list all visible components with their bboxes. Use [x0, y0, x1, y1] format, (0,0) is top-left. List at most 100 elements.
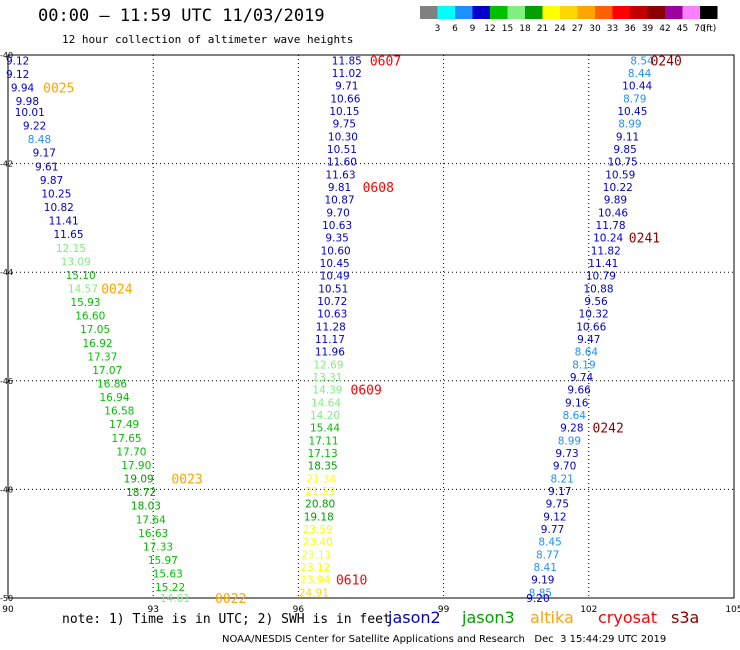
- swh-value-label: 17.07: [92, 365, 122, 377]
- swh-value-label: 17.70: [116, 446, 146, 458]
- colorbar-tick-label: 39: [642, 24, 654, 34]
- x-tick-label: 96: [293, 605, 305, 615]
- swh-value-label: 9.19: [531, 575, 554, 587]
- pass-time-label: 0022: [215, 592, 246, 607]
- swh-value-label: 9.17: [33, 148, 56, 160]
- swh-value-label: 19.18: [304, 512, 334, 524]
- swh-value-label: 10.46: [598, 207, 628, 219]
- swh-value-label: 9.12: [6, 55, 29, 67]
- swh-value-label: 11.41: [49, 216, 79, 228]
- swh-value-label: 10.51: [318, 283, 348, 295]
- legend-altika: altika: [530, 608, 574, 627]
- colorbar-tick-label: 18: [519, 24, 531, 34]
- swh-value-label: 8.54: [630, 55, 654, 67]
- swh-value-label: 15.44: [310, 422, 340, 434]
- colorbar-tick-label: 6: [452, 24, 458, 34]
- swh-value-label: 9.71: [335, 80, 358, 92]
- swh-value-label: 9.70: [553, 461, 576, 473]
- colorbar-swatch: [420, 6, 438, 19]
- swh-value-label: 11.63: [325, 169, 355, 181]
- swh-value-label: 18.72: [126, 487, 156, 499]
- colorbar-swatch: [560, 6, 578, 19]
- colorbar-tick-label: 30: [589, 24, 601, 34]
- swh-value-label: 16.92: [83, 338, 113, 350]
- swh-value-label: 10.63: [317, 308, 347, 320]
- swh-value-label: 17.49: [109, 419, 139, 431]
- swh-value-label: 17.64: [136, 514, 166, 526]
- swh-value-label: 9.74: [570, 372, 594, 384]
- swh-value-label: 8.85: [529, 588, 552, 600]
- swh-value-label: 17.05: [80, 324, 110, 336]
- swh-value-label: 14.20: [310, 410, 340, 422]
- swh-value-label: 9.73: [555, 448, 578, 460]
- swh-value-label: 10.49: [320, 270, 350, 282]
- swh-value-label: 15.10: [66, 270, 96, 282]
- x-tick-label: 93: [147, 605, 158, 615]
- swh-value-label: 17.13: [308, 448, 338, 460]
- y-tick-label: -40: [0, 51, 13, 60]
- y-tick-label: -42: [0, 160, 13, 169]
- swh-value-label: 11.41: [588, 258, 618, 270]
- colorbar-tick-label: 45: [677, 24, 688, 34]
- swh-value-label: 16.60: [75, 311, 105, 323]
- swh-value-label: 8.41: [534, 562, 557, 574]
- swh-value-label: 8.99: [558, 436, 581, 448]
- swh-value-label: 9.20: [526, 593, 549, 605]
- swh-value-label: 8.64: [575, 346, 599, 358]
- swh-value-label: 8.21: [550, 474, 573, 486]
- colorbar-swatch: [455, 6, 473, 19]
- swh-value-label: 21.53: [305, 486, 335, 498]
- swh-value-label: 9.47: [577, 334, 600, 346]
- swh-value-label: 9.87: [40, 175, 63, 187]
- x-tick-label: 102: [580, 605, 597, 615]
- swh-value-label: 9.98: [16, 96, 39, 108]
- swh-value-label: 10.24: [593, 232, 623, 244]
- plot-frame: [7, 54, 735, 599]
- swh-value-label: 23.40: [303, 537, 333, 549]
- colorbar-swatch: [472, 6, 490, 19]
- y-tick-label: -44: [0, 268, 13, 277]
- swh-value-label: 9.81: [328, 182, 351, 194]
- color-scale-legend: 3 6 9 12 15 18 21 24 27 30 33 36 39 42 45 70(ft): [420, 6, 718, 34]
- swh-value-label: 9.16: [565, 398, 589, 410]
- swh-value-label: 8.99: [618, 118, 641, 130]
- swh-value-label: 10.66: [576, 322, 606, 334]
- swh-value-label: 10.88: [583, 283, 613, 295]
- swh-value-label: 9.94: [11, 83, 35, 95]
- colorbar-tick-label: 42: [659, 24, 670, 34]
- pass-time-label: 0610: [336, 574, 367, 589]
- swh-value-label: 9.89: [604, 194, 627, 206]
- swh-value-label: 18.03: [131, 501, 161, 513]
- swh-value-label: 10.66: [330, 93, 360, 105]
- swh-value-label: 11.96: [315, 346, 345, 358]
- swh-value-label: 8.48: [28, 134, 51, 146]
- swh-value-label: 12.69: [313, 360, 343, 372]
- swh-value-label: 14.57: [68, 283, 98, 295]
- chart-title: 00:00 – 11:59 UTC 11/03/2019: [38, 6, 325, 26]
- swh-value-label: 21.34: [306, 474, 336, 486]
- swh-value-label: 11.78: [596, 220, 626, 232]
- swh-value-label: 16.63: [138, 528, 168, 540]
- pass-time-label: 0609: [351, 383, 382, 398]
- swh-value-label: 24.91: [299, 588, 329, 600]
- swh-value-label: 13.31: [312, 372, 342, 384]
- swh-value-label: 9.66: [567, 384, 591, 396]
- pass-time-label: 0025: [43, 82, 74, 97]
- swh-value-label: 11.28: [316, 322, 346, 334]
- colorbar-swatch: [525, 6, 543, 19]
- colorbar-swatch: [647, 6, 665, 19]
- swh-value-label: 10.22: [603, 182, 633, 194]
- swh-value-label: 10.87: [325, 194, 355, 206]
- swh-value-label: 9.12: [6, 69, 29, 81]
- swh-value-label: 9.17: [548, 486, 571, 498]
- swh-value-label: 9.11: [616, 131, 639, 143]
- colorbar-swatch: [507, 6, 525, 19]
- swh-value-label: 8.77: [536, 550, 559, 562]
- y-tick-label: -46: [0, 377, 13, 386]
- swh-value-label: 9.28: [560, 422, 583, 434]
- swh-value-label: 8.79: [623, 93, 646, 105]
- colorbar-tick-label: 36: [624, 24, 636, 34]
- swh-value-label: 10.44: [622, 80, 652, 92]
- swh-value-label: 9.75: [333, 118, 356, 130]
